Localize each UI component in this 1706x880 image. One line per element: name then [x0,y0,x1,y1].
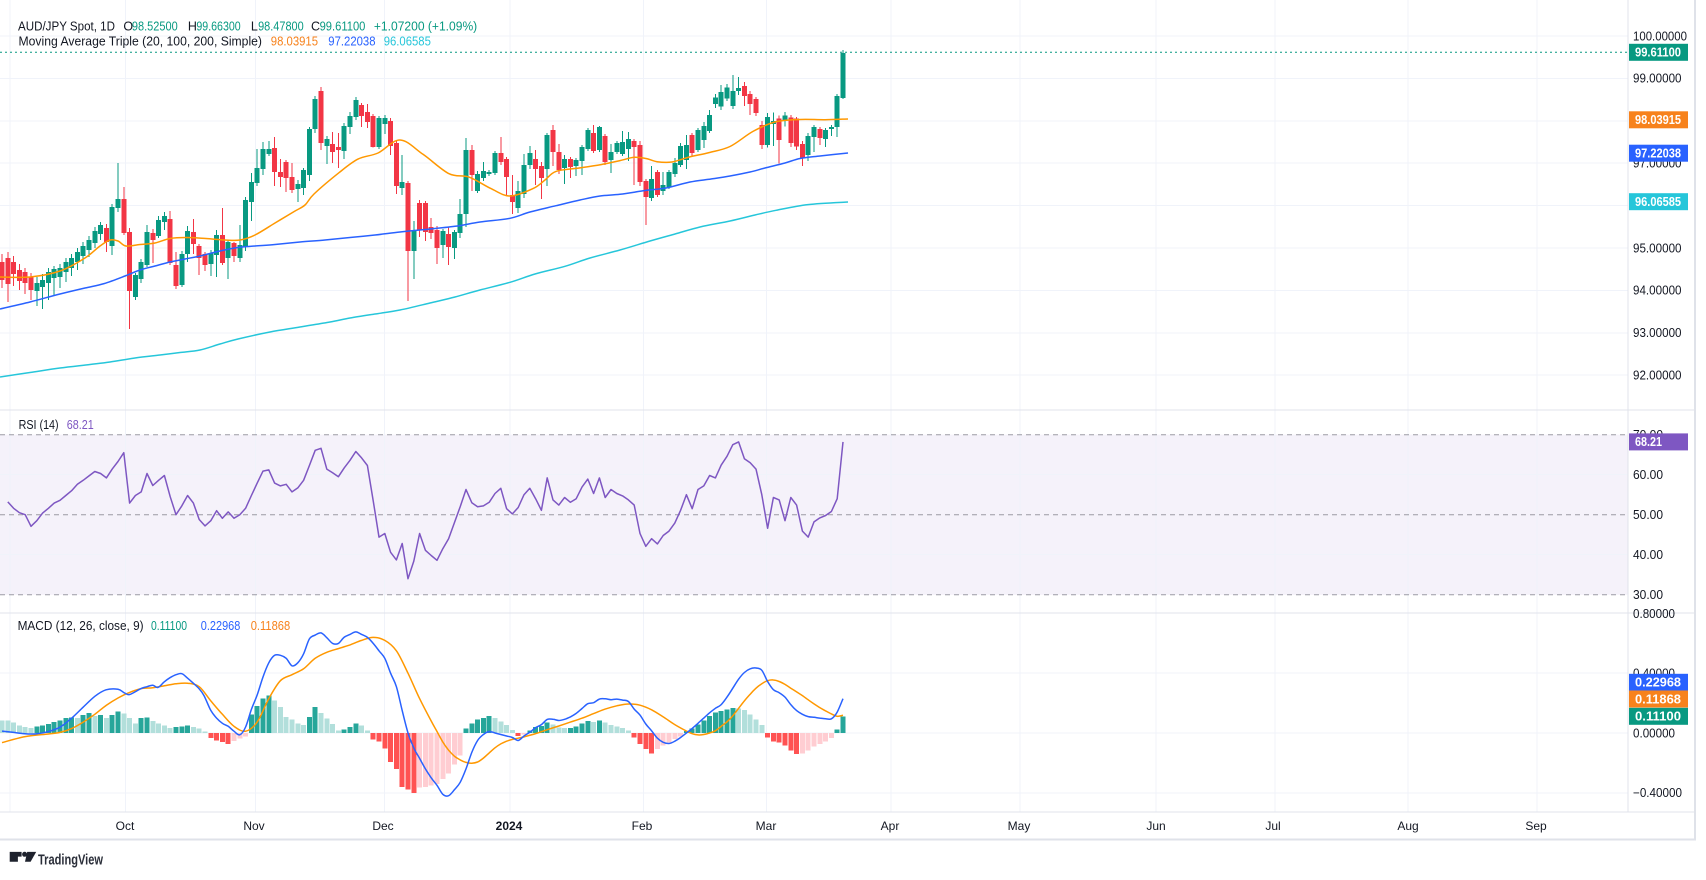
svg-text:40.00: 40.00 [1633,548,1663,562]
svg-text:0.11100: 0.11100 [1635,710,1681,724]
svg-text:Apr: Apr [881,819,900,833]
svg-text:0.11100: 0.11100 [151,619,187,633]
svg-text:2024: 2024 [496,819,523,833]
svg-text:H: H [188,20,197,34]
svg-text:68.21: 68.21 [67,418,94,432]
svg-text:Mar: Mar [756,819,777,833]
svg-text:96.06585: 96.06585 [1635,195,1681,209]
svg-text:Jul: Jul [1265,819,1280,833]
svg-text:RSI (14): RSI (14) [19,418,59,432]
svg-text:98.52500: 98.52500 [132,20,178,34]
svg-text:99.66300: 99.66300 [196,20,240,34]
svg-text:Moving Average Triple (20, 100: Moving Average Triple (20, 100, 200, Sim… [19,35,263,49]
svg-text:99.61100: 99.61100 [1635,46,1681,60]
svg-text:Feb: Feb [632,819,653,833]
svg-text:98.03915: 98.03915 [271,35,318,49]
svg-text:0.11868: 0.11868 [1635,692,1681,706]
svg-text:Jun: Jun [1146,819,1165,833]
svg-text:−0.40000: −0.40000 [1633,786,1682,800]
svg-text:97.22038: 97.22038 [328,35,375,49]
svg-text:C: C [311,20,320,34]
svg-text:60.00: 60.00 [1633,468,1663,482]
svg-text:30.00: 30.00 [1633,588,1663,602]
svg-text:AUD/JPY Spot, 1D: AUD/JPY Spot, 1D [18,20,115,34]
svg-text:0.11868: 0.11868 [251,619,291,633]
svg-text:98.03915: 98.03915 [1635,113,1681,127]
svg-text:+1.07200 (+1.09%): +1.07200 (+1.09%) [374,20,477,34]
svg-text:97.22038: 97.22038 [1635,147,1681,161]
svg-text:99.61100: 99.61100 [320,20,366,34]
svg-text:100.00000: 100.00000 [1633,29,1687,43]
svg-text:0.80000: 0.80000 [1633,607,1675,621]
svg-text:0.00000: 0.00000 [1633,726,1675,740]
svg-text:May: May [1008,819,1031,833]
svg-text:Aug: Aug [1397,819,1418,833]
svg-text:99.00000: 99.00000 [1633,72,1682,86]
svg-text:96.06585: 96.06585 [384,35,431,49]
svg-text:Dec: Dec [372,819,393,833]
svg-text:50.00: 50.00 [1633,508,1663,522]
svg-text:Sep: Sep [1525,819,1547,833]
svg-text:92.00000: 92.00000 [1633,369,1682,383]
svg-text:TradingView: TradingView [38,852,103,869]
svg-text:0.22968: 0.22968 [1635,676,1681,690]
svg-text:98.47800: 98.47800 [258,20,304,34]
svg-text:93.00000: 93.00000 [1633,326,1682,340]
svg-text:L: L [251,20,258,34]
svg-text:MACD (12, 26, close, 9): MACD (12, 26, close, 9) [18,619,144,633]
svg-text:Oct: Oct [116,819,135,833]
svg-text:95.00000: 95.00000 [1633,241,1682,255]
svg-text:68.21: 68.21 [1635,435,1662,449]
svg-text:Nov: Nov [243,819,264,833]
svg-text:94.00000: 94.00000 [1633,284,1682,298]
svg-text:0.22968: 0.22968 [201,619,241,633]
svg-text:O: O [123,20,133,34]
